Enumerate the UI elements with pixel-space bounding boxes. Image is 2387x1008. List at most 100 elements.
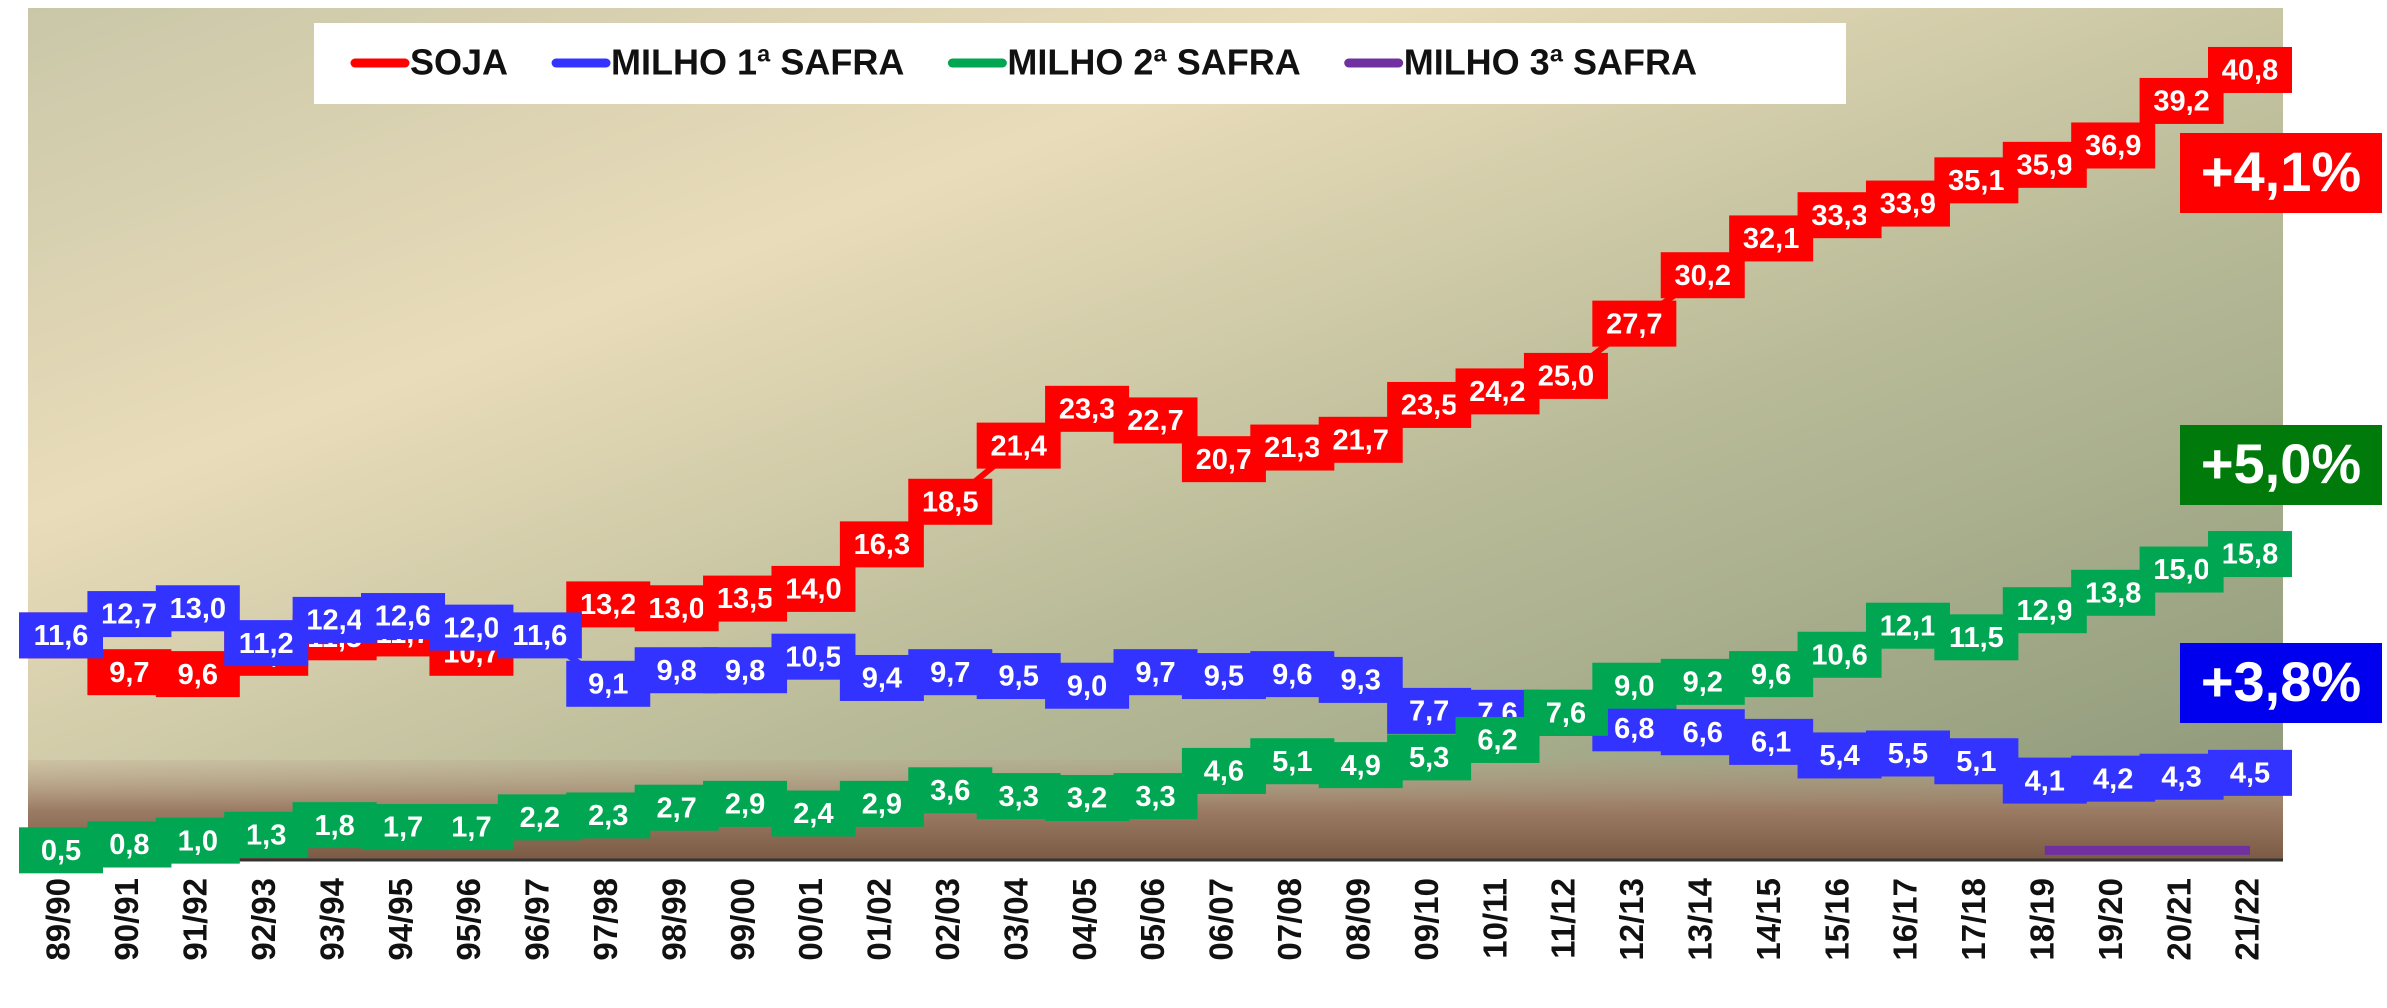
data-label-text: 25,0 xyxy=(1538,361,1594,393)
x-tick-label: 98/99 xyxy=(655,878,692,961)
data-label-text: 2,4 xyxy=(793,798,833,830)
x-tick-label: 07/08 xyxy=(1271,878,1308,961)
data-label-text: 0,8 xyxy=(109,829,149,861)
x-tick-label: 08/09 xyxy=(1339,878,1376,961)
data-label-text: 1,8 xyxy=(314,810,354,842)
data-label-text: 9,0 xyxy=(1614,670,1654,702)
data-label-text: 30,2 xyxy=(1675,260,1731,292)
data-label-text: 33,9 xyxy=(1880,188,1936,220)
data-label-text: 33,3 xyxy=(1811,200,1867,232)
data-label-text: 9,3 xyxy=(1341,665,1381,697)
data-label-text: 4,6 xyxy=(1204,756,1244,788)
data-label-text: 12,1 xyxy=(1880,610,1936,642)
x-tick-label: 02/03 xyxy=(929,878,966,961)
data-label-text: 13,0 xyxy=(170,593,226,625)
data-label-text: 7,6 xyxy=(1546,697,1586,729)
data-label-text: 14,0 xyxy=(785,574,841,606)
data-label: 27,7 xyxy=(1592,301,1676,347)
x-tick-label: 19/20 xyxy=(2092,878,2129,961)
data-label-text: 3,2 xyxy=(1067,783,1107,815)
annotation-text: +5,0% xyxy=(2201,432,2361,495)
data-label-text: 2,9 xyxy=(862,789,902,821)
data-label-text: 20,7 xyxy=(1196,444,1252,476)
data-label-text: 9,4 xyxy=(862,663,902,695)
data-label-text: 5,5 xyxy=(1888,738,1928,770)
data-label-text: 6,6 xyxy=(1683,717,1723,749)
data-label-text: 18,5 xyxy=(922,486,978,518)
data-label-text: 5,4 xyxy=(1819,740,1859,772)
x-tick-label: 16/17 xyxy=(1887,878,1924,961)
data-label-text: 6,2 xyxy=(1477,725,1517,757)
data-label-text: 9,7 xyxy=(1135,657,1175,689)
x-tick-label: 93/94 xyxy=(313,877,350,960)
x-tick-label: 17/18 xyxy=(1955,878,1992,961)
data-label-text: 4,9 xyxy=(1341,750,1381,782)
legend-label: SOJA xyxy=(410,42,508,83)
x-tick-label: 03/04 xyxy=(997,877,1034,960)
legend-label: MILHO 1ª SAFRA xyxy=(611,42,904,83)
x-tick-label: 90/91 xyxy=(108,878,145,961)
x-tick-label: 96/97 xyxy=(519,878,556,961)
data-label-text: 1,3 xyxy=(246,819,286,851)
data-label-text: 32,1 xyxy=(1743,223,1799,255)
x-tick-label: 18/19 xyxy=(2024,878,2061,961)
data-label-text: 5,3 xyxy=(1409,742,1449,774)
data-label-text: 12,7 xyxy=(101,599,157,631)
data-label-text: 9,0 xyxy=(1067,670,1107,702)
data-label-text: 9,5 xyxy=(1204,661,1244,693)
data-label-text: 10,5 xyxy=(785,641,841,673)
data-label-text: 2,7 xyxy=(656,792,696,824)
data-label: 40,8 xyxy=(2208,47,2292,93)
data-label: 4,5 xyxy=(2208,750,2292,796)
data-label-text: 40,8 xyxy=(2222,55,2278,87)
data-label: 25,0 xyxy=(1524,353,1608,399)
x-tick-label: 01/02 xyxy=(861,878,898,961)
data-label-text: 6,8 xyxy=(1614,713,1654,745)
data-label-text: 12,9 xyxy=(2017,595,2073,627)
annotation-text: +3,8% xyxy=(2201,650,2361,713)
chart: 89/9090/9191/9292/9393/9494/9595/9696/97… xyxy=(0,0,2387,1008)
x-tick-label: 20/21 xyxy=(2160,878,2197,961)
data-label-text: 1,7 xyxy=(383,812,423,844)
data-label-text: 9,7 xyxy=(930,657,970,689)
data-label-text: 4,1 xyxy=(2025,765,2065,797)
x-tick-label: 95/96 xyxy=(450,878,487,961)
data-label-text: 3,3 xyxy=(999,781,1039,813)
data-label-text: 9,6 xyxy=(1751,659,1791,691)
data-label-text: 2,2 xyxy=(520,802,560,834)
data-label-text: 23,5 xyxy=(1401,390,1457,422)
data-label-text: 9,8 xyxy=(656,655,696,687)
data-label-text: 9,5 xyxy=(999,661,1039,693)
data-label-text: 9,7 xyxy=(109,657,149,689)
data-label: 18,5 xyxy=(908,479,992,525)
data-label-text: 5,1 xyxy=(1956,746,1996,778)
data-label-text: 4,3 xyxy=(2161,761,2201,793)
x-tick-label: 14/15 xyxy=(1750,878,1787,961)
data-label-text: 9,1 xyxy=(588,668,628,700)
x-tick-label: 91/92 xyxy=(177,878,214,961)
data-label-text: 0,5 xyxy=(41,835,81,867)
x-tick-label: 94/95 xyxy=(382,878,419,961)
data-label-text: 9,6 xyxy=(178,659,218,691)
data-label-text: 15,8 xyxy=(2222,539,2278,571)
data-label-text: 13,0 xyxy=(648,593,704,625)
data-label-text: 13,2 xyxy=(580,589,636,621)
data-label-text: 16,3 xyxy=(854,529,910,561)
data-label-text: 4,5 xyxy=(2230,758,2270,790)
data-label-text: 21,4 xyxy=(990,430,1046,462)
data-label: 15,8 xyxy=(2208,531,2292,577)
data-label: 16,3 xyxy=(840,521,924,567)
data-label-text: 2,9 xyxy=(725,789,765,821)
data-label-text: 3,3 xyxy=(1135,781,1175,813)
data-label-text: 35,9 xyxy=(2017,150,2073,182)
data-label-text: 27,7 xyxy=(1606,308,1662,340)
x-tick-label: 89/90 xyxy=(40,878,77,961)
x-tick-label: 13/14 xyxy=(1681,877,1718,960)
data-label-text: 15,0 xyxy=(2153,554,2209,586)
data-label-text: 1,7 xyxy=(451,812,491,844)
data-label-text: 9,6 xyxy=(1272,659,1312,691)
data-label: 36,9 xyxy=(2071,122,2155,168)
x-tick-label: 04/05 xyxy=(1066,878,1103,961)
data-label-text: 5,1 xyxy=(1272,746,1312,778)
x-tick-label: 09/10 xyxy=(1408,878,1445,961)
